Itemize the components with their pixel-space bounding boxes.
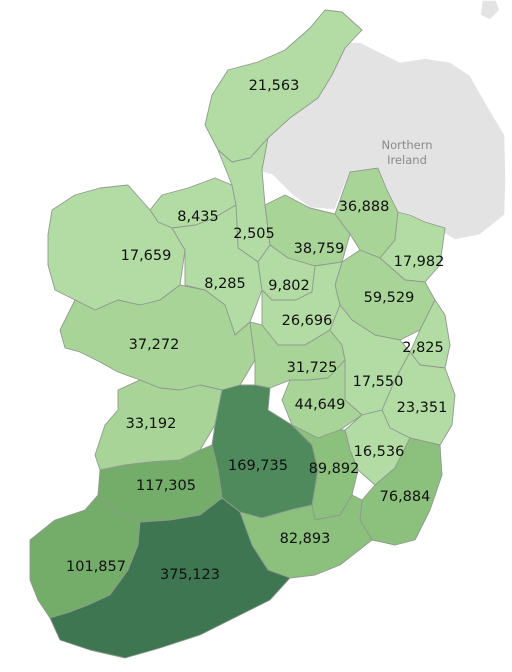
county-value-label-westmeath: 26,696 (282, 313, 333, 329)
county-value-label-meath: 59,529 (364, 290, 415, 306)
ni-label-line2: Ireland (387, 153, 427, 167)
county-value-label-cork: 375,123 (160, 567, 220, 583)
county-value-label-mayo: 17,659 (121, 248, 172, 264)
county-value-label-kilkenny: 89,892 (309, 461, 360, 477)
county-wexford[interactable] (359, 437, 443, 546)
county-value-label-sligo: 8,435 (177, 209, 219, 225)
county-value-label-kerry: 101,857 (66, 559, 126, 575)
ni-label-line1: Northern (381, 138, 432, 152)
label-layer: 21,563 8,435 2,505 38,759 36,888 17,982 17,659… (66, 78, 447, 583)
county-value-label-carlow: 16,536 (354, 444, 405, 460)
county-value-label-dublin: 2,825 (402, 340, 444, 356)
county-value-label-wexford: 76,884 (380, 489, 431, 505)
county-value-label-waterford: 82,893 (280, 531, 331, 547)
county-value-label-tipperary: 169,735 (228, 458, 288, 474)
county-value-label-wicklow: 23,351 (397, 400, 448, 416)
county-value-label-roscommon: 8,285 (204, 276, 246, 292)
county-value-label-louth: 17,982 (394, 254, 445, 270)
county-value-label-donegal: 21,563 (249, 78, 300, 94)
county-value-label-monaghan: 36,888 (339, 199, 390, 215)
county-cork[interactable] (49, 497, 291, 659)
county-value-label-kildare: 17,550 (353, 374, 404, 390)
county-value-label-leitrim: 2,505 (233, 226, 275, 242)
northern-ireland-islet (479, 0, 501, 21)
county-value-label-limerick: 117,305 (136, 478, 196, 494)
county-value-label-longford: 9,802 (268, 278, 310, 294)
county-value-label-clare: 33,192 (126, 416, 177, 432)
county-layer (29, 9, 456, 659)
county-mayo[interactable] (47, 184, 186, 311)
county-value-label-cavan: 38,759 (294, 241, 345, 257)
county-roscommon[interactable] (171, 204, 263, 336)
county-value-label-laois: 44,649 (295, 397, 346, 413)
county-value-label-galway: 37,272 (129, 337, 180, 353)
county-value-label-offaly: 31,725 (287, 360, 338, 376)
